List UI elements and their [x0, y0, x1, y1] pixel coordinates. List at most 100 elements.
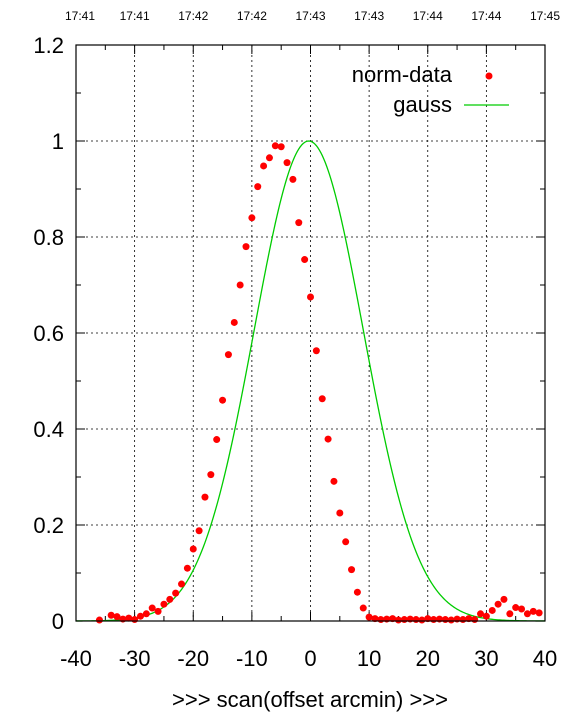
data-point — [365, 613, 373, 621]
x-tick-label: 20 — [416, 646, 440, 671]
x-tick-label: 0 — [304, 646, 316, 671]
x-tick-label: 30 — [474, 646, 498, 671]
x-tick-label: 40 — [533, 646, 557, 671]
top-time-labels: 17:41 17:41 17:42 17:42 17:43 17:43 17:44 17:44… — [65, 9, 560, 23]
data-point — [195, 527, 203, 535]
x-tick-label: -20 — [177, 646, 209, 671]
data-point — [312, 347, 320, 355]
data-point — [359, 604, 367, 612]
top-time-label: 17:44 — [471, 9, 501, 23]
data-point — [289, 175, 297, 183]
legend-label-norm-data: norm-data — [352, 62, 453, 87]
data-point — [260, 162, 268, 170]
data-point — [471, 616, 479, 624]
data-point — [230, 318, 238, 326]
data-point — [224, 351, 232, 359]
data-point — [242, 243, 250, 251]
data-point — [336, 509, 344, 517]
data-point — [482, 612, 490, 620]
data-point — [353, 588, 361, 596]
data-point — [465, 615, 473, 623]
data-point — [183, 564, 191, 572]
x-tick-label: -40 — [60, 646, 92, 671]
data-point — [207, 471, 215, 479]
data-point — [301, 256, 309, 264]
plot-frame — [75, 44, 546, 622]
top-time-label: 17:43 — [354, 9, 384, 23]
legend-marker-norm-data — [485, 72, 493, 80]
y-tick-label: 0.8 — [33, 225, 64, 250]
legend: norm-data gauss — [352, 62, 509, 117]
norm-data-points — [95, 142, 543, 624]
data-point — [506, 610, 514, 618]
data-point — [342, 538, 350, 546]
x-tick-label: -10 — [236, 646, 268, 671]
y-tick-label: 0 — [52, 609, 64, 634]
y-tick-labels: 0 0.2 0.4 0.6 0.8 1 1.2 — [33, 33, 64, 634]
x-tick-label: 10 — [357, 646, 381, 671]
data-point — [324, 435, 332, 443]
data-point — [283, 159, 291, 167]
data-point — [477, 610, 485, 618]
data-point — [148, 604, 156, 612]
top-time-label: 17:41 — [65, 9, 95, 23]
y-tick-label: 1 — [52, 129, 64, 154]
top-time-label: 17:42 — [178, 9, 208, 23]
data-point — [236, 281, 244, 289]
legend-label-gauss: gauss — [393, 92, 452, 117]
top-time-label: 17:44 — [413, 9, 443, 23]
data-point — [389, 615, 397, 623]
data-point — [265, 154, 273, 162]
top-time-label: 17:43 — [295, 9, 325, 23]
y-tick-label: 0.6 — [33, 321, 64, 346]
data-point — [213, 436, 221, 444]
data-point — [271, 142, 279, 150]
data-point — [529, 607, 537, 615]
gauss-line — [75, 140, 546, 622]
data-point — [131, 616, 139, 624]
top-time-label: 17:42 — [237, 9, 267, 23]
y-tick-label: 0.2 — [33, 513, 64, 538]
data-point — [348, 566, 356, 574]
top-time-label: 17:41 — [120, 9, 150, 23]
x-tick-labels: -40 -30 -20 -10 0 10 20 30 40 — [60, 646, 557, 671]
data-point — [95, 616, 103, 624]
data-point — [500, 595, 508, 603]
data-point — [107, 611, 115, 619]
y-tick-label: 1.2 — [33, 33, 64, 58]
data-point — [307, 293, 314, 301]
data-point — [154, 607, 162, 615]
data-point — [219, 396, 227, 404]
top-time-label: 17:45 — [530, 9, 560, 23]
data-point — [201, 493, 209, 501]
data-point — [330, 477, 338, 485]
data-point — [518, 605, 526, 613]
data-point — [494, 600, 502, 608]
data-point — [142, 610, 150, 618]
data-point — [172, 589, 180, 597]
gauss-curve — [75, 140, 546, 622]
data-point — [189, 545, 197, 553]
data-point — [318, 395, 326, 403]
data-point — [424, 615, 432, 623]
y-tick-label: 0.4 — [33, 417, 64, 442]
data-point — [371, 615, 379, 623]
x-axis-title: >>> scan(offset arcmin) >>> — [172, 687, 448, 712]
data-point — [113, 613, 121, 621]
data-point — [447, 616, 455, 624]
data-point — [166, 595, 174, 603]
x-tick-label: -30 — [119, 646, 151, 671]
data-point — [295, 219, 303, 227]
data-point — [459, 616, 467, 624]
data-point — [248, 214, 256, 222]
data-point — [125, 614, 133, 622]
data-point — [136, 612, 144, 620]
data-point — [277, 143, 285, 151]
data-point — [535, 609, 543, 617]
data-point — [178, 580, 186, 588]
data-point — [488, 606, 496, 614]
data-point — [512, 604, 520, 612]
data-point — [418, 616, 426, 624]
